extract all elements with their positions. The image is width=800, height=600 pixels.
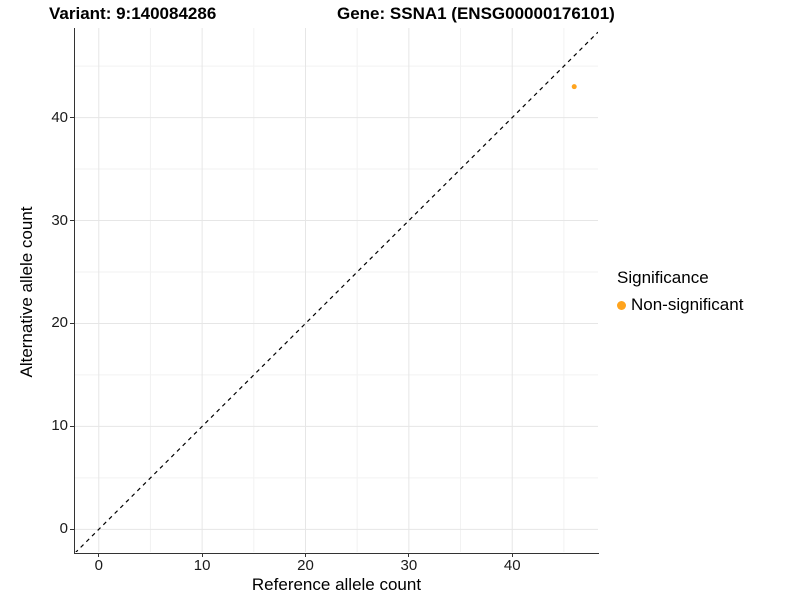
legend-title: Significance (617, 268, 709, 287)
x-axis-title: Reference allele count (251, 575, 422, 594)
x-tick-mark (201, 552, 203, 557)
y-tick-label: 20 (51, 314, 68, 332)
x-tick-label: 10 (193, 557, 211, 574)
legend-item-label: Non-significant (631, 295, 744, 314)
x-tick-mark (304, 552, 306, 557)
y-tick-label: 30 (51, 211, 68, 229)
legend: Significance Non-significant (617, 268, 743, 315)
identity-line (75, 31, 598, 552)
y-axis-title: Alternative allele count (17, 206, 36, 378)
plot-title-variant: Variant: 9:140084286 (49, 4, 217, 23)
y-tick-mark (70, 117, 74, 119)
y-tick-mark (70, 220, 74, 221)
y-tick-mark (70, 528, 74, 530)
plot-panel (74, 28, 599, 554)
y-tick-label: 40 (51, 108, 68, 126)
y-tick-label: 0 (59, 520, 68, 538)
y-tick-label: 10 (51, 417, 68, 435)
x-tick-label: 0 (94, 557, 103, 574)
legend-items: Non-significant (617, 295, 743, 315)
legend-item: Non-significant (617, 295, 743, 315)
legend-key-dot-icon (617, 300, 626, 310)
y-tick-mark (70, 425, 74, 427)
x-tick-label: 40 (503, 557, 521, 574)
plot-canvas (75, 28, 598, 552)
data-point (571, 84, 577, 90)
x-tick-mark (408, 552, 410, 557)
x-tick-label: 30 (400, 557, 418, 574)
y-tick-mark (70, 322, 74, 324)
x-tick-mark (511, 552, 513, 557)
x-tick-label: 20 (297, 557, 314, 574)
plot-title-gene: Gene: SSNA1 (ENSG00000176101) (337, 4, 615, 23)
x-tick-mark (98, 552, 100, 557)
